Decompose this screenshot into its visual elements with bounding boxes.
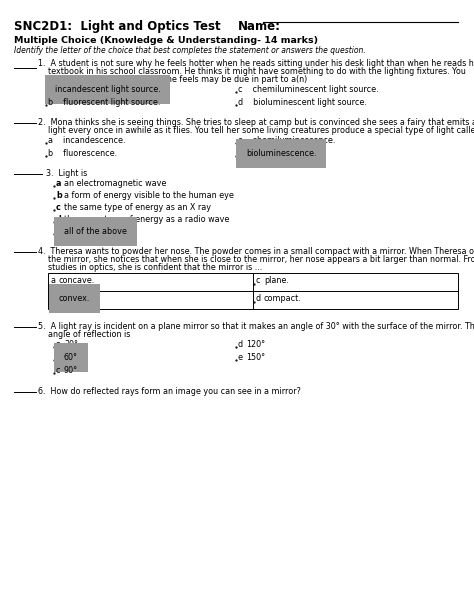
Text: 1.  A student is not sure why he feels hotter when he reads sitting under his de: 1. A student is not sure why he feels ho… [38,59,474,68]
Text: e: e [238,353,243,362]
Text: d: d [238,340,243,349]
Text: a    incandescence.: a incandescence. [48,136,126,145]
Text: concave.: concave. [59,276,95,285]
Text: convex.: convex. [59,294,91,303]
Text: the mirror, she notices that when she is close to the mirror, her nose appears a: the mirror, she notices that when she is… [48,255,474,264]
Text: a: a [51,276,56,285]
Text: 2.  Mona thinks she is seeing things. She tries to sleep at camp but is convince: 2. Mona thinks she is seeing things. She… [38,118,474,127]
Text: bioluminescence.: bioluminescence. [246,149,317,158]
Text: c: c [56,366,61,375]
Text: 3.  Light is: 3. Light is [46,169,87,178]
Text: 5.  A light ray is incident on a plane mirror so that it makes an angle of 30° w: 5. A light ray is incident on a plane mi… [38,322,474,331]
Text: e: e [56,227,62,236]
Bar [48,273,458,309]
Text: b: b [56,353,62,362]
Text: light every once in awhile as it flies. You tell her some living creatures produ: light every once in awhile as it flies. … [48,126,474,135]
Text: a: a [48,85,53,94]
Text: 120°: 120° [246,340,265,349]
Text: 150°: 150° [246,353,265,362]
Text: textbook in his school classroom. He thinks it might have something to do with t: textbook in his school classroom. He thi… [48,67,466,76]
Text: a: a [56,179,62,188]
Text: 60°: 60° [64,353,78,362]
Text: Name:: Name: [238,20,281,33]
Text: the same type of energy as an X ray: the same type of energy as an X ray [64,203,211,212]
Text: a: a [56,340,61,349]
Text: c    chemiluminescent light source.: c chemiluminescent light source. [238,85,379,94]
Text: suggest that the excess heat he feels may be due in part to a(n): suggest that the excess heat he feels ma… [48,75,307,84]
Text: 30°: 30° [64,340,78,349]
Text: d: d [238,149,243,158]
Text: all of the above: all of the above [64,227,127,236]
Text: compact.: compact. [264,294,302,303]
Text: d: d [256,294,261,303]
Text: d    bioluminescent light source.: d bioluminescent light source. [238,98,367,107]
Text: an electromagnetic wave: an electromagnetic wave [64,179,166,188]
Text: plane.: plane. [264,276,289,285]
Text: Identify the letter of the choice that best completes the statement or answers t: Identify the letter of the choice that b… [14,46,366,55]
Text: c: c [256,276,261,285]
Text: the same type of energy as a radio wave: the same type of energy as a radio wave [64,215,229,224]
Text: studies in optics, she is confident that the mirror is ...: studies in optics, she is confident that… [48,263,262,272]
Text: 90°: 90° [64,366,78,375]
Text: 4.  Theresa wants to powder her nose. The powder comes in a small compact with a: 4. Theresa wants to powder her nose. The… [38,247,474,256]
Text: incandescent light source.: incandescent light source. [55,85,161,94]
Text: b: b [51,294,57,303]
Text: a form of energy visible to the human eye: a form of energy visible to the human ey… [64,191,234,200]
Text: b: b [56,191,62,200]
Text: Multiple Choice (Knowledge & Understanding- 14 marks): Multiple Choice (Knowledge & Understandi… [14,36,318,45]
Text: b    fluorescent light source.: b fluorescent light source. [48,98,160,107]
Text: angle of reflection is: angle of reflection is [48,330,130,339]
Text: c: c [56,203,61,212]
Text: SNC2D1:  Light and Optics Test: SNC2D1: Light and Optics Test [14,20,220,33]
Text: b    fluorescence.: b fluorescence. [48,149,117,158]
Text: c    chemiluminescence.: c chemiluminescence. [238,136,336,145]
Text: 6.  How do reflected rays form an image you can see in a mirror?: 6. How do reflected rays form an image y… [38,387,301,396]
Text: d: d [56,215,62,224]
